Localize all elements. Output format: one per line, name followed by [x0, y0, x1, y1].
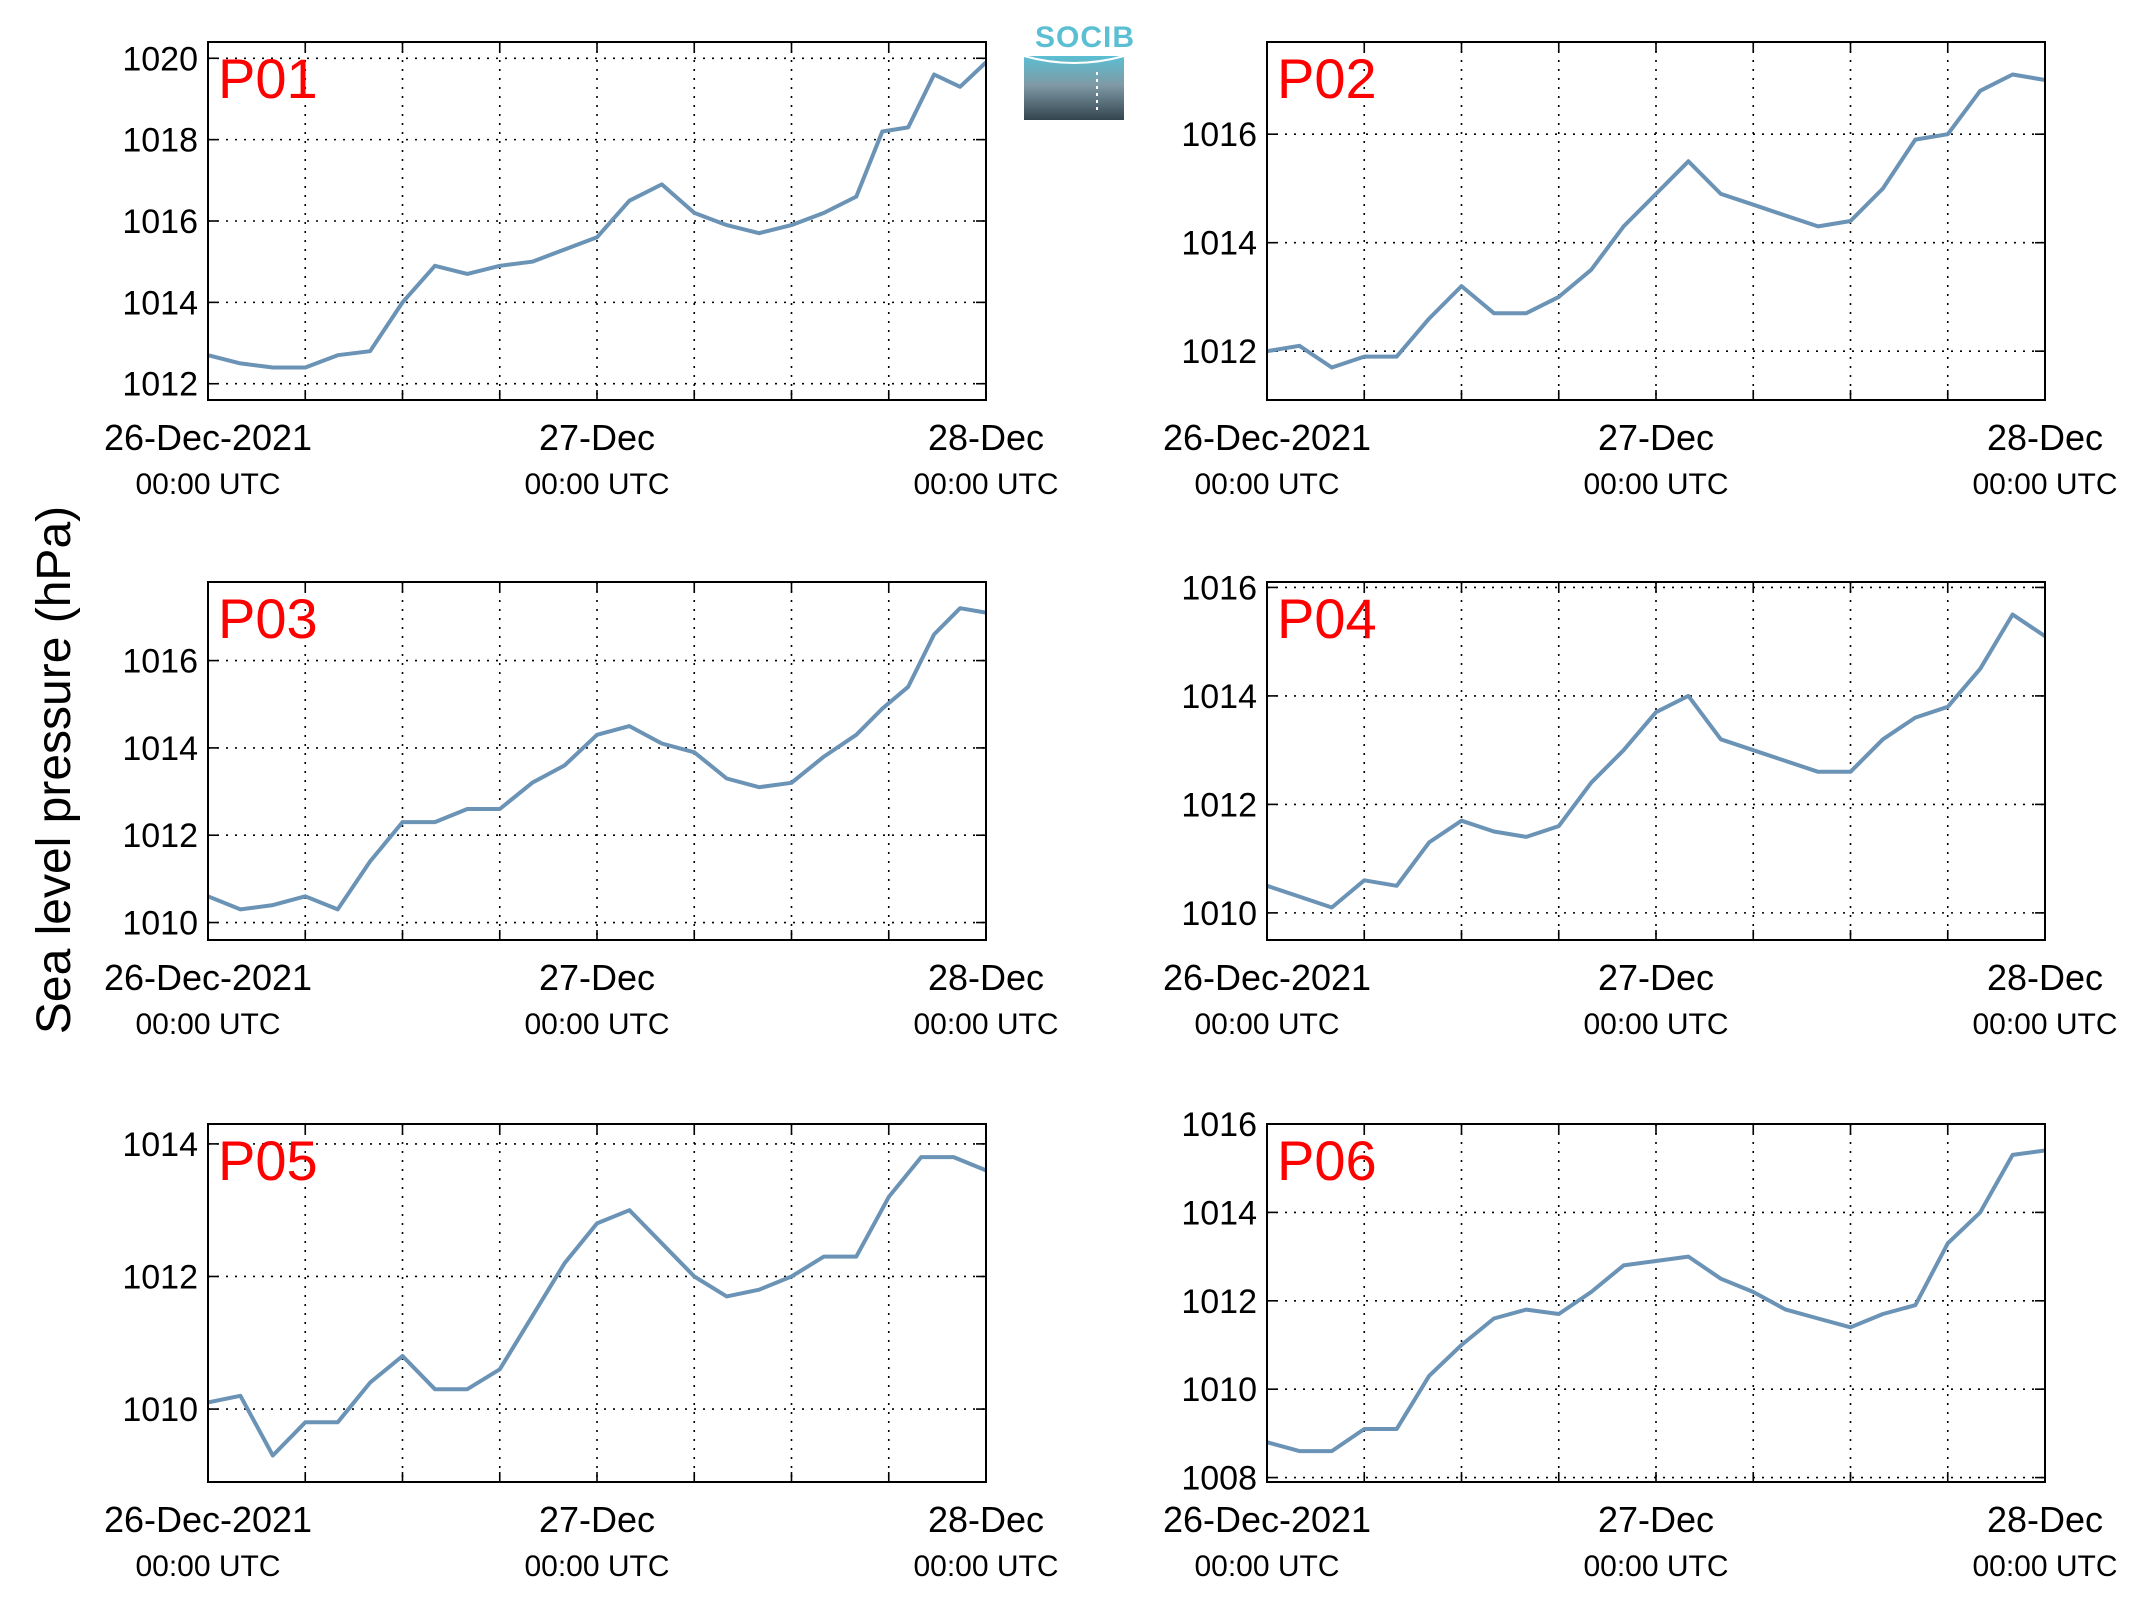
y-tick-label: 1012 — [122, 817, 198, 855]
x-tick-time-label: 00:00 UTC — [135, 468, 280, 501]
x-tick-date-label: 26-Dec-2021 — [1163, 957, 1371, 998]
x-tick-time-label: 00:00 UTC — [1194, 1008, 1339, 1041]
socib-logo: SOCIB — [1023, 21, 1135, 120]
x-tick-date-label: 28-Dec — [928, 957, 1044, 998]
y-tick-label: 1012 — [122, 366, 198, 404]
x-tick-date-label: 26-Dec-2021 — [104, 1499, 312, 1540]
y-tick-label: 1010 — [1181, 895, 1257, 933]
y-tick-label: 1010 — [122, 905, 198, 943]
y-tick-label: 1018 — [122, 122, 198, 160]
x-tick-date-label: 26-Dec-2021 — [104, 417, 312, 458]
series-line-p03 — [207, 606, 987, 912]
x-tick-date-label: 28-Dec — [1987, 1499, 2103, 1540]
panel-p01: 1012 1014 1016 1018 1020 P01 26-Dec-2021 00:00 … — [104, 40, 1059, 501]
x-tick-date-label: 28-Dec — [1987, 957, 2103, 998]
x-tick-time-label: 00:00 UTC — [135, 1550, 280, 1583]
panel-p04: 1010 1012 1014 1016 P04 26-Dec-2021 00:00 UTC 2… — [1163, 569, 2118, 1041]
y-tick-label: 1014 — [1181, 225, 1257, 263]
y-tick-label: 1016 — [1181, 569, 1257, 607]
x-tick-date-label: 27-Dec — [539, 1499, 655, 1540]
y-tick-label: 1008 — [1181, 1460, 1257, 1498]
series-line-p06 — [1266, 1148, 2046, 1454]
panel-p02: 1012 1014 1016 P02 26-Dec-2021 00:00 UTC 27-De… — [1163, 41, 2118, 501]
x-tick-date-label: 26-Dec-2021 — [1163, 417, 1371, 458]
panel-p06: 1008 1010 1012 1014 1016 P06 26-Dec-2021 00:00 … — [1163, 1106, 2118, 1583]
panel-label: P04 — [1277, 587, 1377, 650]
series-line-p04 — [1266, 612, 2047, 910]
x-tick-time-label: 00:00 UTC — [524, 468, 669, 501]
plot-frame — [207, 41, 987, 401]
y-tick-label: 1012 — [122, 1258, 198, 1296]
y-tick-label: 1014 — [122, 730, 198, 768]
plot-frame — [1266, 581, 2046, 941]
series-line-p05 — [207, 1155, 987, 1458]
panel-label: P05 — [218, 1129, 318, 1192]
y-tick-label: 1014 — [1181, 678, 1257, 716]
x-tick-time-label: 00:00 UTC — [913, 468, 1058, 501]
y-tick-label: 1014 — [122, 1126, 198, 1164]
panel-label: P03 — [218, 587, 318, 650]
series-line-p01 — [207, 60, 988, 370]
logo-text: SOCIB — [1035, 21, 1135, 54]
y-tick-label: 1016 — [122, 203, 198, 241]
y-tick-label: 1012 — [1181, 1283, 1257, 1321]
x-tick-time-label: 00:00 UTC — [1972, 468, 2117, 501]
panel-label: P06 — [1277, 1129, 1377, 1192]
x-tick-date-label: 27-Dec — [1598, 1499, 1714, 1540]
x-tick-time-label: 00:00 UTC — [1583, 1008, 1728, 1041]
plot-frame — [207, 1123, 987, 1483]
x-tick-date-label: 28-Dec — [928, 1499, 1044, 1540]
x-tick-time-label: 00:00 UTC — [913, 1550, 1058, 1583]
x-tick-date-label: 26-Dec-2021 — [104, 957, 312, 998]
x-tick-time-label: 00:00 UTC — [1972, 1008, 2117, 1041]
y-tick-label: 1016 — [1181, 116, 1257, 154]
x-tick-time-label: 00:00 UTC — [1194, 1550, 1339, 1583]
panel-p03: 1010 1012 1014 1016 P03 26-Dec-2021 00:00 UTC 2… — [104, 581, 1059, 1041]
y-tick-label: 1012 — [1181, 333, 1257, 371]
x-tick-time-label: 00:00 UTC — [135, 1008, 280, 1041]
panel-p05: 1010 1012 1014 P05 26-Dec-2021 00:00 UTC 27-De… — [104, 1123, 1059, 1583]
x-tick-date-label: 27-Dec — [1598, 957, 1714, 998]
y-tick-label: 1016 — [122, 643, 198, 681]
panel-label: P02 — [1277, 47, 1377, 110]
panel-label: P01 — [218, 47, 318, 110]
y-tick-label: 1010 — [1181, 1371, 1257, 1409]
y-tick-label: 1014 — [1181, 1194, 1257, 1232]
y-tick-label: 1016 — [1181, 1106, 1257, 1144]
x-tick-date-label: 28-Dec — [1987, 417, 2103, 458]
series-line-p02 — [1266, 72, 2046, 370]
x-tick-date-label: 27-Dec — [539, 417, 655, 458]
y-tick-label: 1020 — [122, 40, 198, 78]
x-tick-time-label: 00:00 UTC — [1972, 1550, 2117, 1583]
x-tick-date-label: 27-Dec — [539, 957, 655, 998]
x-tick-date-label: 28-Dec — [928, 417, 1044, 458]
x-tick-time-label: 00:00 UTC — [524, 1550, 669, 1583]
x-tick-time-label: 00:00 UTC — [1583, 468, 1728, 501]
y-axis-title: Sea level pressure (hPa) — [28, 506, 81, 1034]
y-tick-label: 1014 — [122, 284, 198, 322]
x-tick-date-label: 27-Dec — [1598, 417, 1714, 458]
x-tick-date-label: 26-Dec-2021 — [1163, 1499, 1371, 1540]
plot-frame — [207, 581, 987, 941]
x-tick-time-label: 00:00 UTC — [524, 1008, 669, 1041]
y-tick-label: 1010 — [122, 1391, 198, 1429]
plot-frame — [1266, 41, 2046, 401]
y-tick-label: 1012 — [1181, 786, 1257, 824]
plot-frame — [1266, 1123, 2046, 1483]
x-tick-time-label: 00:00 UTC — [1583, 1550, 1728, 1583]
x-tick-time-label: 00:00 UTC — [913, 1008, 1058, 1041]
x-tick-time-label: 00:00 UTC — [1194, 468, 1339, 501]
